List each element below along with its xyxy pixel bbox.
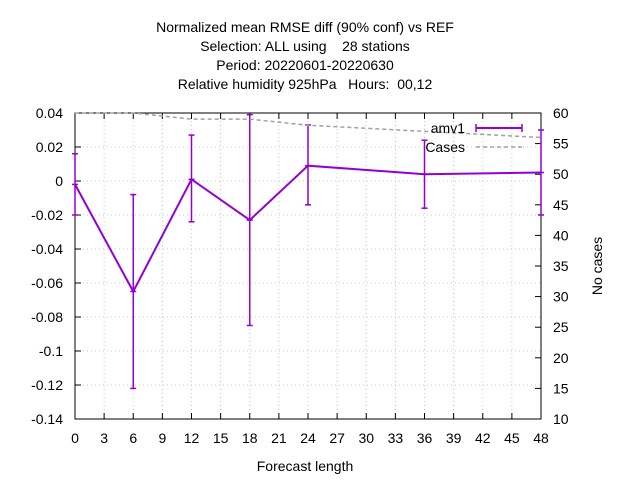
x-tick-label: 30	[358, 430, 374, 446]
x-tick-label: 12	[184, 430, 200, 446]
y2-tick-label: 20	[553, 350, 569, 366]
y2-tick-label: 35	[553, 258, 569, 274]
legend-label: Cases	[425, 139, 465, 155]
y2-tick-label: 60	[553, 105, 569, 121]
chart-title-line: Period: 20220601-20220630	[216, 57, 394, 73]
y-tick-label: -0.1	[39, 343, 63, 359]
cases-line	[75, 112, 542, 139]
chart-title-line: Normalized mean RMSE diff (90% conf) vs …	[156, 19, 454, 35]
y-tick-label: 0.04	[36, 105, 63, 121]
x-tick-label: 33	[388, 430, 404, 446]
x-tick-label: 27	[329, 430, 345, 446]
y-tick-label: 0.02	[36, 139, 63, 155]
chart-title-line: Selection: ALL using 28 stations	[200, 38, 410, 54]
y2-tick-label: 40	[553, 227, 569, 243]
x-tick-label: 15	[213, 430, 229, 446]
y-tick-label: -0.14	[31, 411, 63, 427]
y2-tick-label: 25	[553, 319, 569, 335]
x-tick-label: 39	[446, 430, 462, 446]
y2-axis-label: No cases	[589, 237, 605, 295]
x-tick-label: 3	[100, 430, 108, 446]
series	[72, 112, 544, 390]
x-tick-label: 9	[158, 430, 166, 446]
x-tick-label: 6	[129, 430, 137, 446]
chart-title: Normalized mean RMSE diff (90% conf) vs …	[156, 19, 454, 92]
x-tick-label: 36	[417, 430, 433, 446]
axes: 0 3 6 9 12 15 18 21 24 27 30 33 36 39 42 45 48-0.14-0.12…	[31, 105, 569, 446]
y-tick-label: -0.06	[31, 275, 63, 291]
x-tick-label: 48	[533, 430, 549, 446]
y-tick-label: 0	[55, 173, 63, 189]
y-tick-label: -0.02	[31, 207, 63, 223]
x-tick-label: 18	[242, 430, 258, 446]
y2-tick-label: 55	[553, 136, 569, 152]
chart-title-line: Relative humidity 925hPa Hours: 00,12	[178, 76, 433, 92]
y2-tick-label: 10	[553, 411, 569, 427]
x-tick-label: 0	[71, 430, 79, 446]
y2-tick-label: 15	[553, 380, 569, 396]
y-tick-label: -0.08	[31, 309, 63, 325]
x-tick-label: 24	[300, 430, 316, 446]
x-tick-label: 42	[475, 430, 491, 446]
y2-tick-label: 30	[553, 289, 569, 305]
legend: amv1 Cases	[425, 120, 523, 155]
legend-label: amv1	[431, 120, 465, 136]
x-tick-label: 21	[271, 430, 287, 446]
y-tick-label: -0.12	[31, 377, 63, 393]
x-axis-label: Forecast length	[257, 458, 354, 474]
y2-tick-label: 45	[553, 197, 569, 213]
x-tick-label: 45	[504, 430, 520, 446]
y-tick-label: -0.04	[31, 241, 63, 257]
y2-tick-label: 50	[553, 166, 569, 182]
